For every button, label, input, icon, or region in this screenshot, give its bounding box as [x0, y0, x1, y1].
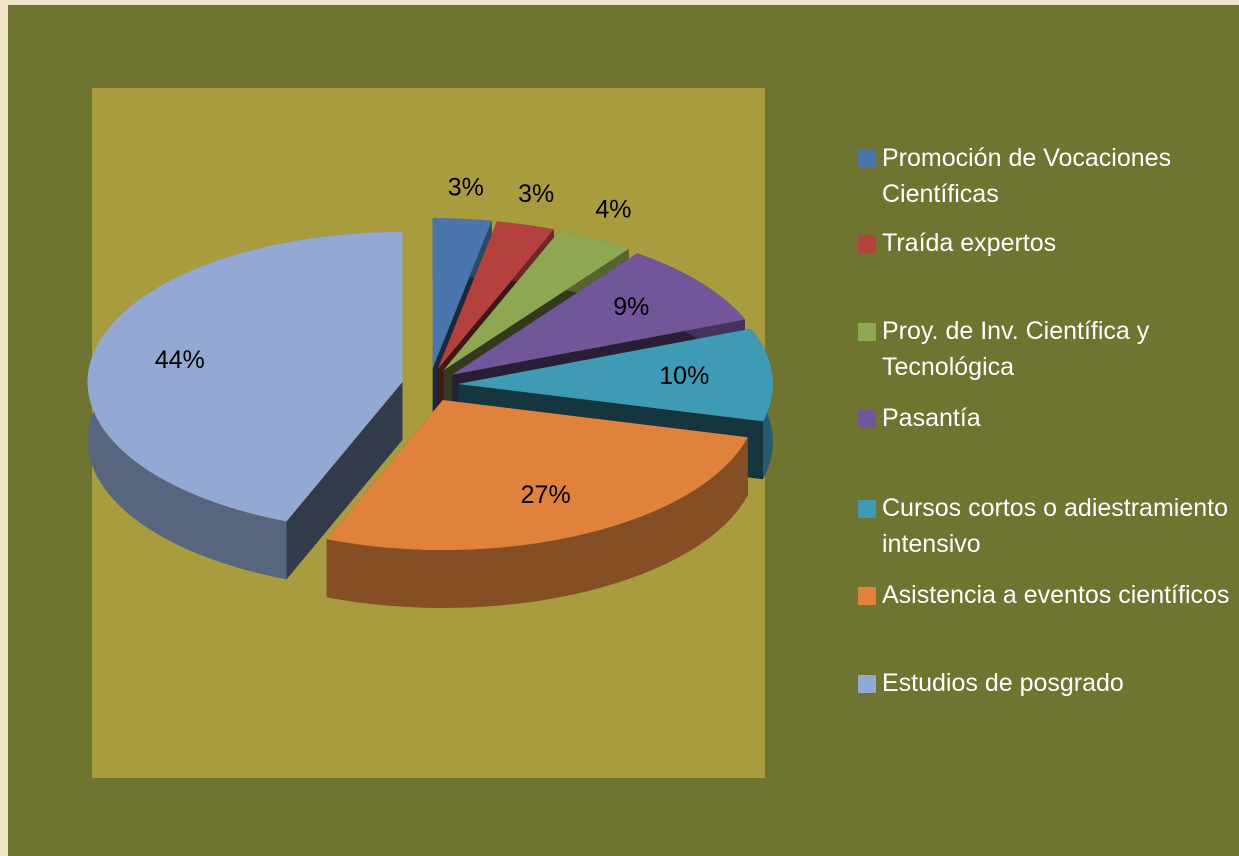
slice-side — [326, 437, 748, 608]
slice — [443, 230, 629, 371]
slice — [437, 221, 554, 369]
legend-label: Estudios de posgrado — [882, 669, 1124, 697]
legend-swatch — [858, 500, 876, 518]
legend-label: Pasantía — [882, 404, 981, 432]
slice — [326, 399, 748, 550]
legend-item: Proy. de Inv. Científica y Tecnológica — [858, 313, 1238, 385]
legend-swatch — [858, 323, 876, 341]
slice — [432, 218, 492, 369]
data-label: 3% — [448, 174, 484, 202]
legend-swatch — [858, 235, 876, 253]
slice — [87, 231, 403, 522]
legend-item: Estudios de posgrado — [858, 665, 1238, 701]
legend-label: Promoción de Vocaciones Científicas — [882, 144, 1172, 208]
data-label: 3% — [518, 180, 554, 208]
data-label: 9% — [613, 293, 649, 321]
slice — [452, 253, 746, 375]
legend-item: Asistencia a eventos científicos — [858, 577, 1238, 613]
legend-label: Asistencia a eventos científicos — [882, 581, 1230, 609]
legend-item: Traída expertos — [858, 225, 1238, 261]
data-label: 10% — [659, 362, 709, 390]
slice — [457, 328, 773, 422]
legend-label: Traída expertos — [882, 229, 1057, 257]
data-label: 27% — [521, 481, 571, 509]
legend-item: Cursos cortos o adiestramiento intensivo — [858, 490, 1238, 562]
legend-label: Cursos cortos o adiestramiento intensivo — [882, 494, 1228, 558]
legend-label: Proy. de Inv. Científica y Tecnológica — [882, 317, 1150, 381]
legend-swatch — [858, 150, 876, 168]
legend-item: Promoción de Vocaciones Científicas — [858, 140, 1238, 212]
data-label: 44% — [155, 346, 205, 374]
legend-swatch — [858, 675, 876, 693]
data-label: 4% — [595, 196, 631, 224]
slice-wall — [286, 381, 403, 580]
legend-swatch — [858, 587, 876, 605]
legend-item: Pasantía — [858, 400, 1238, 436]
legend-swatch — [858, 410, 876, 428]
